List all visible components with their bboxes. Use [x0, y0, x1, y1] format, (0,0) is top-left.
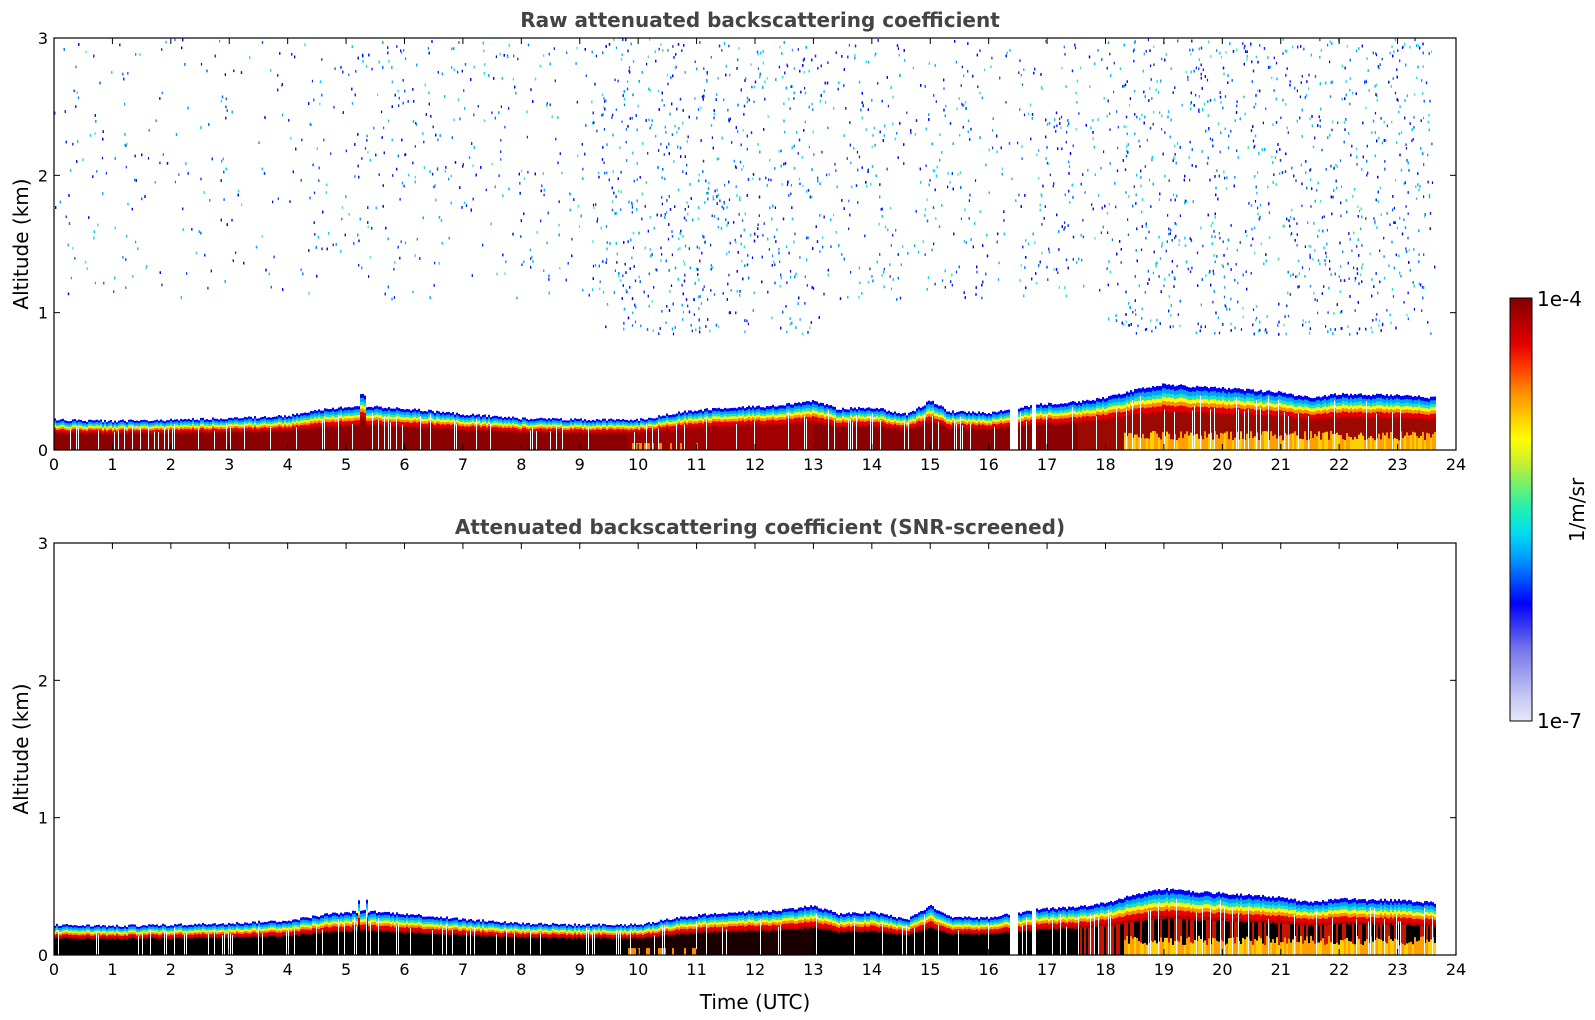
x-tick-label: 20: [1212, 455, 1232, 474]
panel-raw-axes: 0 1 2 3 4 5 6 7 8 9 10 11 12 13 14 15 16 17 18 19 20 21 22 23 24…: [38, 29, 1466, 474]
x-tick-label: 21: [1271, 455, 1291, 474]
x-tick-label: 5: [341, 455, 351, 474]
x-tick-label: 10: [628, 960, 648, 979]
x-tick-label: 23: [1387, 960, 1407, 979]
x-tick-label: 24: [1446, 455, 1466, 474]
x-tick-label: 11: [686, 960, 706, 979]
panel-screened-title: Attenuated backscattering coefficient (S…: [455, 515, 1065, 539]
colorbar-unit-label: 1/m/sr: [1565, 477, 1589, 542]
x-tick-label: 12: [745, 960, 765, 979]
colorbar-min-label: 1e-7: [1537, 709, 1582, 733]
x-tick-label: 16: [978, 960, 998, 979]
x-tick-label: 0: [49, 960, 59, 979]
x-tick-label: 8: [516, 455, 526, 474]
y-tick-label: 2: [38, 166, 48, 185]
x-tick-label: 4: [283, 455, 293, 474]
x-tick-label: 2: [166, 455, 176, 474]
x-tick-label: 3: [224, 455, 234, 474]
panel-raw-ylabel: Altitude (km): [9, 178, 33, 309]
x-tick-label: 6: [399, 455, 409, 474]
x-tick-label: 16: [978, 455, 998, 474]
panel-screened-axes: 0 1 2 3 4 5 6 7 8 9 10 11 12 13 14 15 16 17 18 19 20 21 22 23 24…: [38, 534, 1466, 979]
panel-raw-frame: [53, 37, 1457, 451]
x-tick-label: 4: [283, 960, 293, 979]
y-tick-label: 1: [38, 304, 48, 323]
x-tick-label: 23: [1387, 455, 1407, 474]
panel-screened-xlabel: Time (UTC): [699, 990, 811, 1014]
x-tick-label: 9: [575, 960, 585, 979]
x-tick-label: 8: [516, 960, 526, 979]
x-tick-label: 17: [1037, 455, 1057, 474]
y-tick-label: 3: [38, 29, 48, 48]
y-tick-label: 1: [38, 809, 48, 828]
x-tick-label: 13: [803, 960, 823, 979]
panel-raw: Raw attenuated backscattering coefficien…: [9, 8, 1466, 474]
x-tick-label: 1: [107, 960, 117, 979]
x-tick-label: 1: [107, 455, 117, 474]
x-tick-label: 5: [341, 960, 351, 979]
y-tick-label: 3: [38, 534, 48, 553]
x-tick-label: 15: [920, 960, 940, 979]
x-tick-label: 24: [1446, 960, 1466, 979]
x-tick-label: 19: [1154, 960, 1174, 979]
x-tick-label: 0: [49, 455, 59, 474]
panel-screened: Attenuated backscattering coefficient (S…: [9, 515, 1466, 1014]
x-tick-label: 9: [575, 455, 585, 474]
x-tick-label: 11: [686, 455, 706, 474]
x-tick-label: 14: [862, 960, 882, 979]
panel-raw-plot-area: [54, 38, 1436, 450]
panel-raw-title: Raw attenuated backscattering coefficien…: [520, 8, 1000, 32]
colorbar-max-label: 1e-4: [1537, 287, 1582, 311]
x-tick-label: 13: [803, 455, 823, 474]
x-tick-label: 18: [1095, 455, 1115, 474]
x-tick-label: 10: [628, 455, 648, 474]
x-tick-label: 14: [862, 455, 882, 474]
x-tick-label: 22: [1329, 455, 1349, 474]
x-tick-label: 3: [224, 960, 234, 979]
x-tick-label: 20: [1212, 960, 1232, 979]
x-tick-label: 12: [745, 455, 765, 474]
noise-field: [54, 38, 1436, 336]
y-tick-label: 0: [38, 946, 48, 965]
x-tick-label: 19: [1154, 455, 1174, 474]
x-tick-label: 7: [458, 960, 468, 979]
x-tick-label: 6: [399, 960, 409, 979]
boundary-layer: [54, 383, 1436, 450]
colorbar-gradient: [1509, 297, 1533, 722]
boundary-layer: [54, 888, 1436, 955]
y-tick-label: 0: [38, 441, 48, 460]
panel-screened-frame: [53, 542, 1457, 956]
x-tick-label: 2: [166, 960, 176, 979]
colorbar: 1e-4 1e-7 1/m/sr: [1509, 287, 1589, 733]
y-tick-label: 2: [38, 671, 48, 690]
x-tick-label: 18: [1095, 960, 1115, 979]
x-tick-label: 21: [1271, 960, 1291, 979]
x-tick-label: 15: [920, 455, 940, 474]
x-tick-label: 7: [458, 455, 468, 474]
panel-screened-plot-area: [54, 888, 1436, 955]
x-tick-label: 22: [1329, 960, 1349, 979]
x-tick-label: 17: [1037, 960, 1057, 979]
panel-screened-ylabel: Altitude (km): [9, 683, 33, 814]
